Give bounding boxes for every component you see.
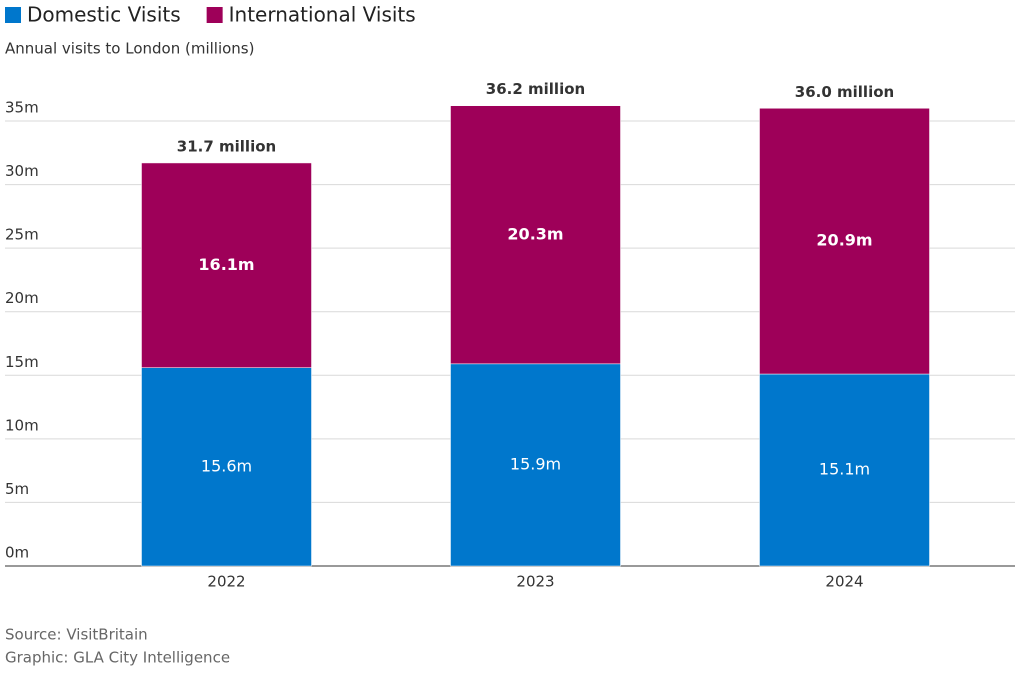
value-label: 20.9m — [816, 231, 872, 250]
x-tick-label: 2022 — [207, 573, 245, 591]
value-label: 20.3m — [507, 224, 563, 243]
x-tick-label: 2023 — [516, 573, 554, 591]
total-label: 36.2 million — [486, 80, 585, 98]
credit-note: Graphic: GLA City Intelligence — [5, 649, 230, 667]
y-tick-label: 15m — [5, 353, 39, 371]
value-label: 15.9m — [510, 454, 561, 473]
y-tick-label: 5m — [5, 480, 29, 498]
bar-segment — [450, 105, 621, 365]
y-tick-label: 10m — [5, 416, 39, 434]
total-label: 31.7 million — [177, 137, 276, 155]
legend-label: Domestic Visits — [27, 3, 181, 27]
source-note: Source: VisitBritain — [5, 626, 148, 644]
value-label: 16.1m — [198, 255, 254, 274]
value-label: 15.1m — [819, 460, 870, 479]
bar-segment — [450, 363, 621, 567]
value-label: 15.6m — [201, 456, 252, 475]
bar-segment — [141, 367, 312, 567]
legend-label: International Visits — [229, 3, 416, 27]
bar-segment — [141, 162, 312, 368]
y-tick-label: 30m — [5, 162, 39, 180]
bar-segment — [759, 373, 930, 567]
legend-swatch — [5, 7, 21, 23]
y-tick-label: 25m — [5, 226, 39, 244]
y-tick-label: 0m — [5, 544, 29, 562]
bar-segment — [759, 108, 930, 375]
y-tick-label: 20m — [5, 289, 39, 307]
total-label: 36.0 million — [795, 83, 894, 101]
y-tick-label: 35m — [5, 99, 39, 117]
x-tick-label: 2024 — [825, 573, 863, 591]
legend-swatch — [206, 7, 223, 23]
chart-subtitle: Annual visits to London (millions) — [5, 40, 254, 58]
